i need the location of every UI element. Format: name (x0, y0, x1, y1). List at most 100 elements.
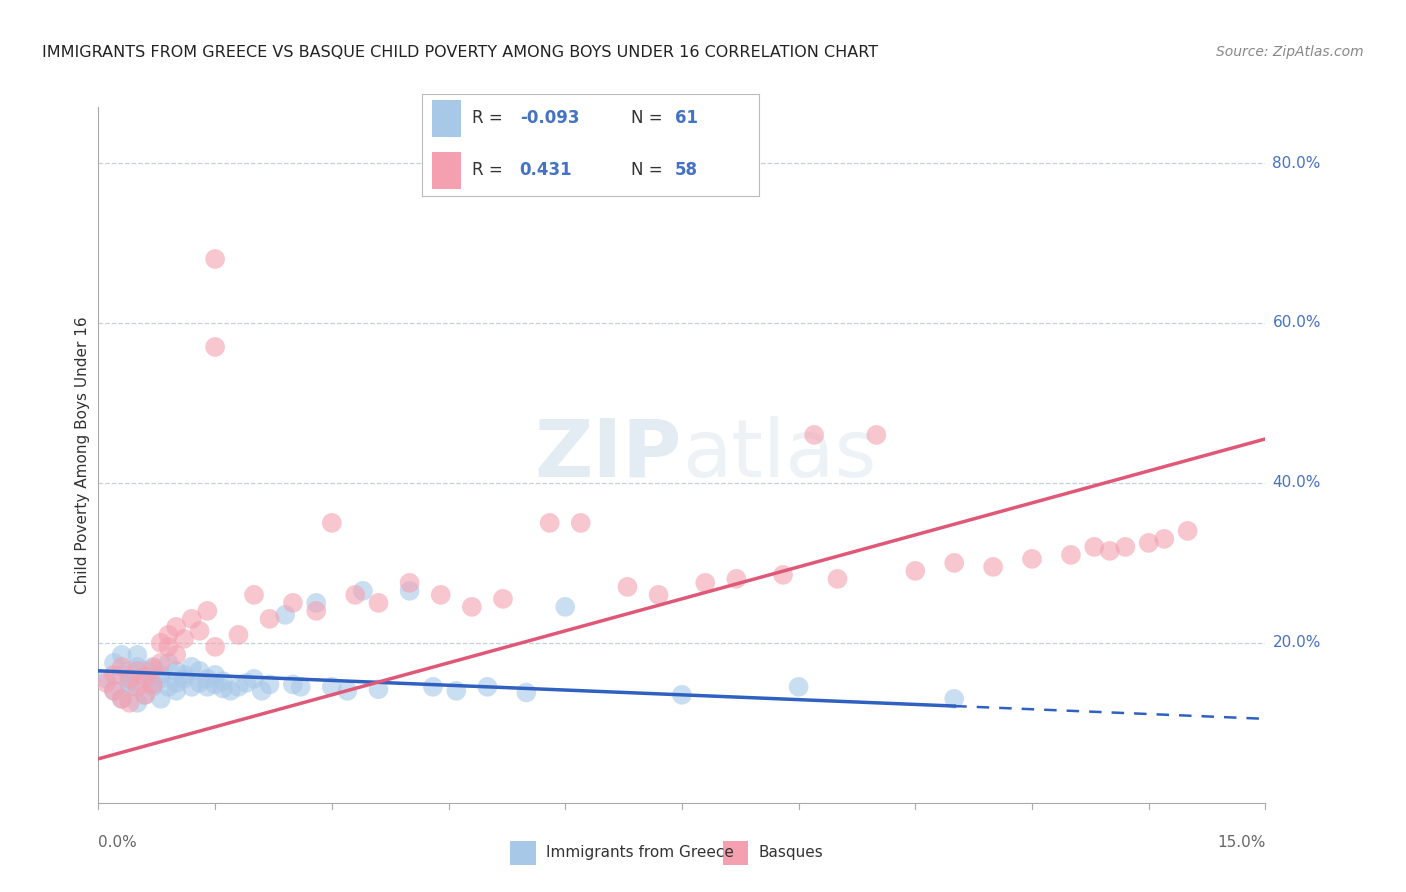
Text: 0.431: 0.431 (520, 161, 572, 178)
Point (250, 683, 273, 698)
Point (321, 680, 343, 694)
Text: N =: N = (631, 161, 668, 178)
Text: ZIP: ZIP (534, 416, 682, 494)
Point (367, 596, 389, 610)
Bar (432, 100, 461, 137)
Point (827, 572, 849, 586)
Point (195, 680, 218, 694)
Point (259, 677, 281, 691)
Point (1098, 544, 1121, 558)
Point (429, 588, 451, 602)
Point (204, 668, 226, 682)
Point (981, 560, 1004, 574)
Point (1177, 524, 1199, 538)
Point (111, 691, 134, 706)
Point (1153, 532, 1175, 546)
Point (157, 640, 180, 654)
Point (671, 688, 693, 702)
Text: R =: R = (472, 110, 509, 128)
Point (398, 583, 420, 598)
Text: -0.093: -0.093 (520, 110, 579, 128)
Point (243, 588, 266, 602)
Point (228, 628, 250, 642)
Point (352, 583, 374, 598)
Point (290, 680, 312, 694)
Point (103, 683, 125, 698)
Point (118, 696, 141, 710)
Text: 80.0%: 80.0% (1272, 155, 1320, 170)
Bar (432, 152, 461, 188)
Point (127, 664, 149, 678)
Point (1083, 540, 1105, 554)
Point (111, 691, 134, 706)
Bar (723, 841, 748, 864)
Point (165, 676, 187, 690)
Point (149, 691, 172, 706)
Point (111, 668, 134, 682)
Point (127, 680, 149, 694)
Point (803, 428, 825, 442)
Point (865, 428, 887, 442)
Point (96, 676, 118, 690)
Point (127, 648, 149, 662)
Point (103, 668, 125, 682)
Text: 15.0%: 15.0% (1218, 835, 1265, 850)
Text: IMMIGRANTS FROM GREECE VS BASQUE CHILD POVERTY AMONG BOYS UNDER 16 CORRELATION C: IMMIGRANTS FROM GREECE VS BASQUE CHILD P… (42, 45, 879, 60)
Text: 61: 61 (675, 110, 697, 128)
Point (165, 664, 187, 678)
Point (111, 660, 134, 674)
Point (180, 660, 202, 674)
Point (235, 676, 257, 690)
Text: N =: N = (631, 110, 668, 128)
Point (103, 656, 125, 670)
Point (367, 682, 389, 697)
Point (228, 680, 250, 694)
Point (142, 680, 165, 694)
Point (157, 628, 180, 642)
Point (212, 674, 235, 689)
Bar (510, 841, 536, 864)
Point (165, 620, 187, 634)
Point (134, 688, 156, 702)
Point (281, 677, 304, 691)
Point (173, 668, 195, 682)
Point (118, 680, 141, 694)
Point (149, 656, 172, 670)
Text: Basques: Basques (758, 846, 823, 860)
Point (616, 580, 638, 594)
Point (219, 683, 242, 698)
Point (1137, 536, 1160, 550)
Point (281, 596, 304, 610)
Point (96, 672, 118, 686)
Point (165, 683, 187, 698)
Point (695, 575, 717, 590)
Point (515, 685, 537, 699)
Point (142, 660, 165, 674)
Point (554, 599, 576, 614)
Point (904, 564, 927, 578)
Point (127, 696, 149, 710)
Point (157, 680, 180, 694)
Point (173, 672, 195, 686)
Point (204, 677, 226, 691)
Point (103, 683, 125, 698)
Point (195, 672, 218, 686)
Point (772, 567, 794, 582)
Point (204, 252, 226, 266)
Point (569, 516, 592, 530)
Point (173, 632, 195, 646)
Point (180, 680, 202, 694)
Point (647, 588, 669, 602)
Point (477, 680, 499, 694)
Point (149, 672, 172, 686)
Point (134, 688, 156, 702)
Point (134, 672, 156, 686)
Point (142, 661, 165, 675)
Point (943, 556, 966, 570)
Text: Immigrants from Greece: Immigrants from Greece (546, 846, 734, 860)
Text: 20.0%: 20.0% (1272, 635, 1320, 650)
Point (538, 516, 561, 530)
Point (142, 677, 165, 691)
Text: Source: ZipAtlas.com: Source: ZipAtlas.com (1216, 45, 1364, 59)
Point (943, 691, 966, 706)
